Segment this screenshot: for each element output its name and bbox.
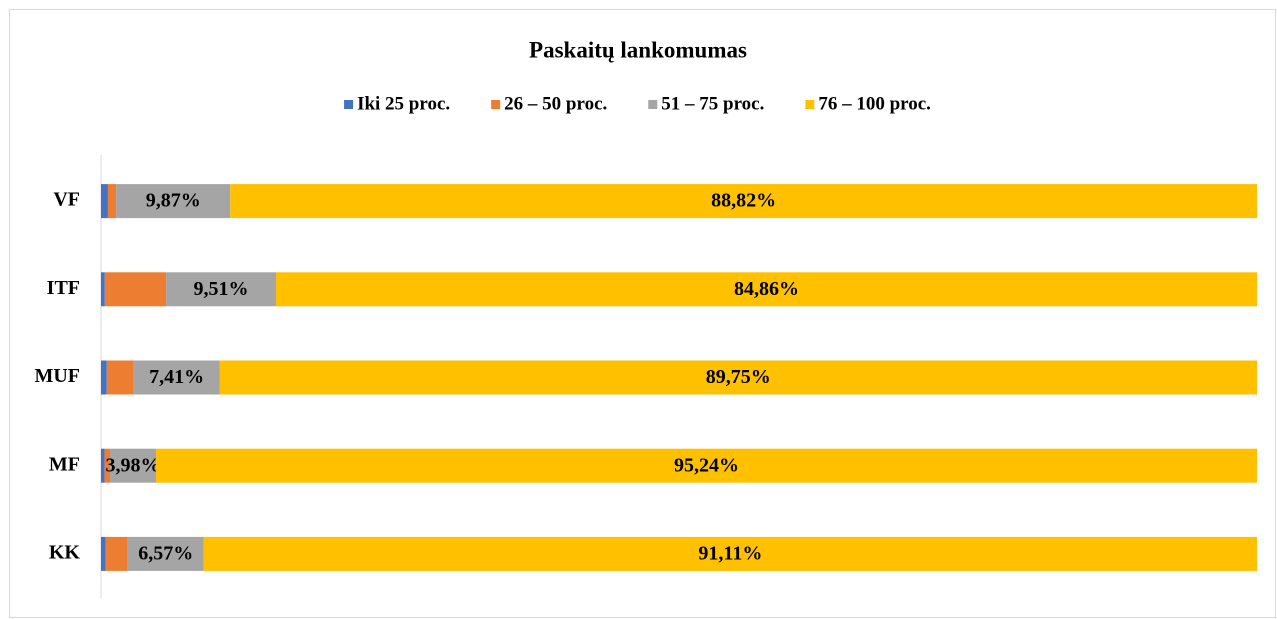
data-label: 91,11% — [698, 542, 762, 564]
data-label: 9,87% — [146, 190, 201, 212]
bar-segment — [105, 536, 128, 571]
bar-segment — [203, 536, 1257, 571]
bar-segment — [101, 360, 107, 395]
bar-segment — [133, 360, 220, 395]
bar-segment — [230, 184, 1257, 219]
y-tick-label: VF — [53, 189, 80, 211]
chart-border — [9, 9, 1276, 618]
legend-label: Iki 25 proc. — [357, 93, 450, 114]
bar-segment — [106, 360, 134, 395]
legend-swatch — [491, 100, 501, 109]
bar-segment — [101, 536, 106, 571]
data-label: 3,98% — [106, 454, 161, 476]
bar-segment — [101, 272, 105, 307]
data-label: 7,41% — [149, 366, 204, 388]
bar-segment — [104, 448, 111, 483]
bar-segment — [166, 272, 277, 307]
legend-swatch — [344, 100, 354, 109]
y-tick-label: MUF — [34, 365, 80, 387]
bar-segment — [101, 448, 105, 483]
data-label: 84,86% — [734, 278, 799, 300]
legend-label: 76 – 100 proc. — [818, 93, 931, 114]
data-label: 95,24% — [674, 454, 739, 476]
bar-segment — [101, 184, 108, 219]
bar-segment — [156, 448, 1257, 483]
legend-swatch — [805, 100, 815, 109]
bar-segment — [116, 184, 231, 219]
legend-label: 26 – 50 proc. — [504, 93, 607, 114]
legend-label: 51 – 75 proc. — [661, 93, 764, 114]
data-label: 88,82% — [711, 190, 776, 212]
bar-segment — [127, 536, 204, 571]
chart-title: Paskaitų lankomumas — [529, 37, 747, 62]
y-tick-label: ITF — [47, 277, 80, 299]
y-tick-label: MF — [49, 453, 80, 475]
data-label: 9,51% — [194, 278, 249, 300]
data-label: 6,57% — [138, 542, 193, 564]
legend-swatch — [648, 100, 658, 109]
data-label: 89,75% — [706, 366, 771, 388]
bar-segment — [104, 272, 167, 307]
y-tick-label: KK — [49, 541, 81, 563]
bar-segment — [219, 360, 1258, 395]
bar-segment — [276, 272, 1257, 307]
bar-segment — [107, 184, 117, 219]
bar-segment — [110, 448, 157, 483]
